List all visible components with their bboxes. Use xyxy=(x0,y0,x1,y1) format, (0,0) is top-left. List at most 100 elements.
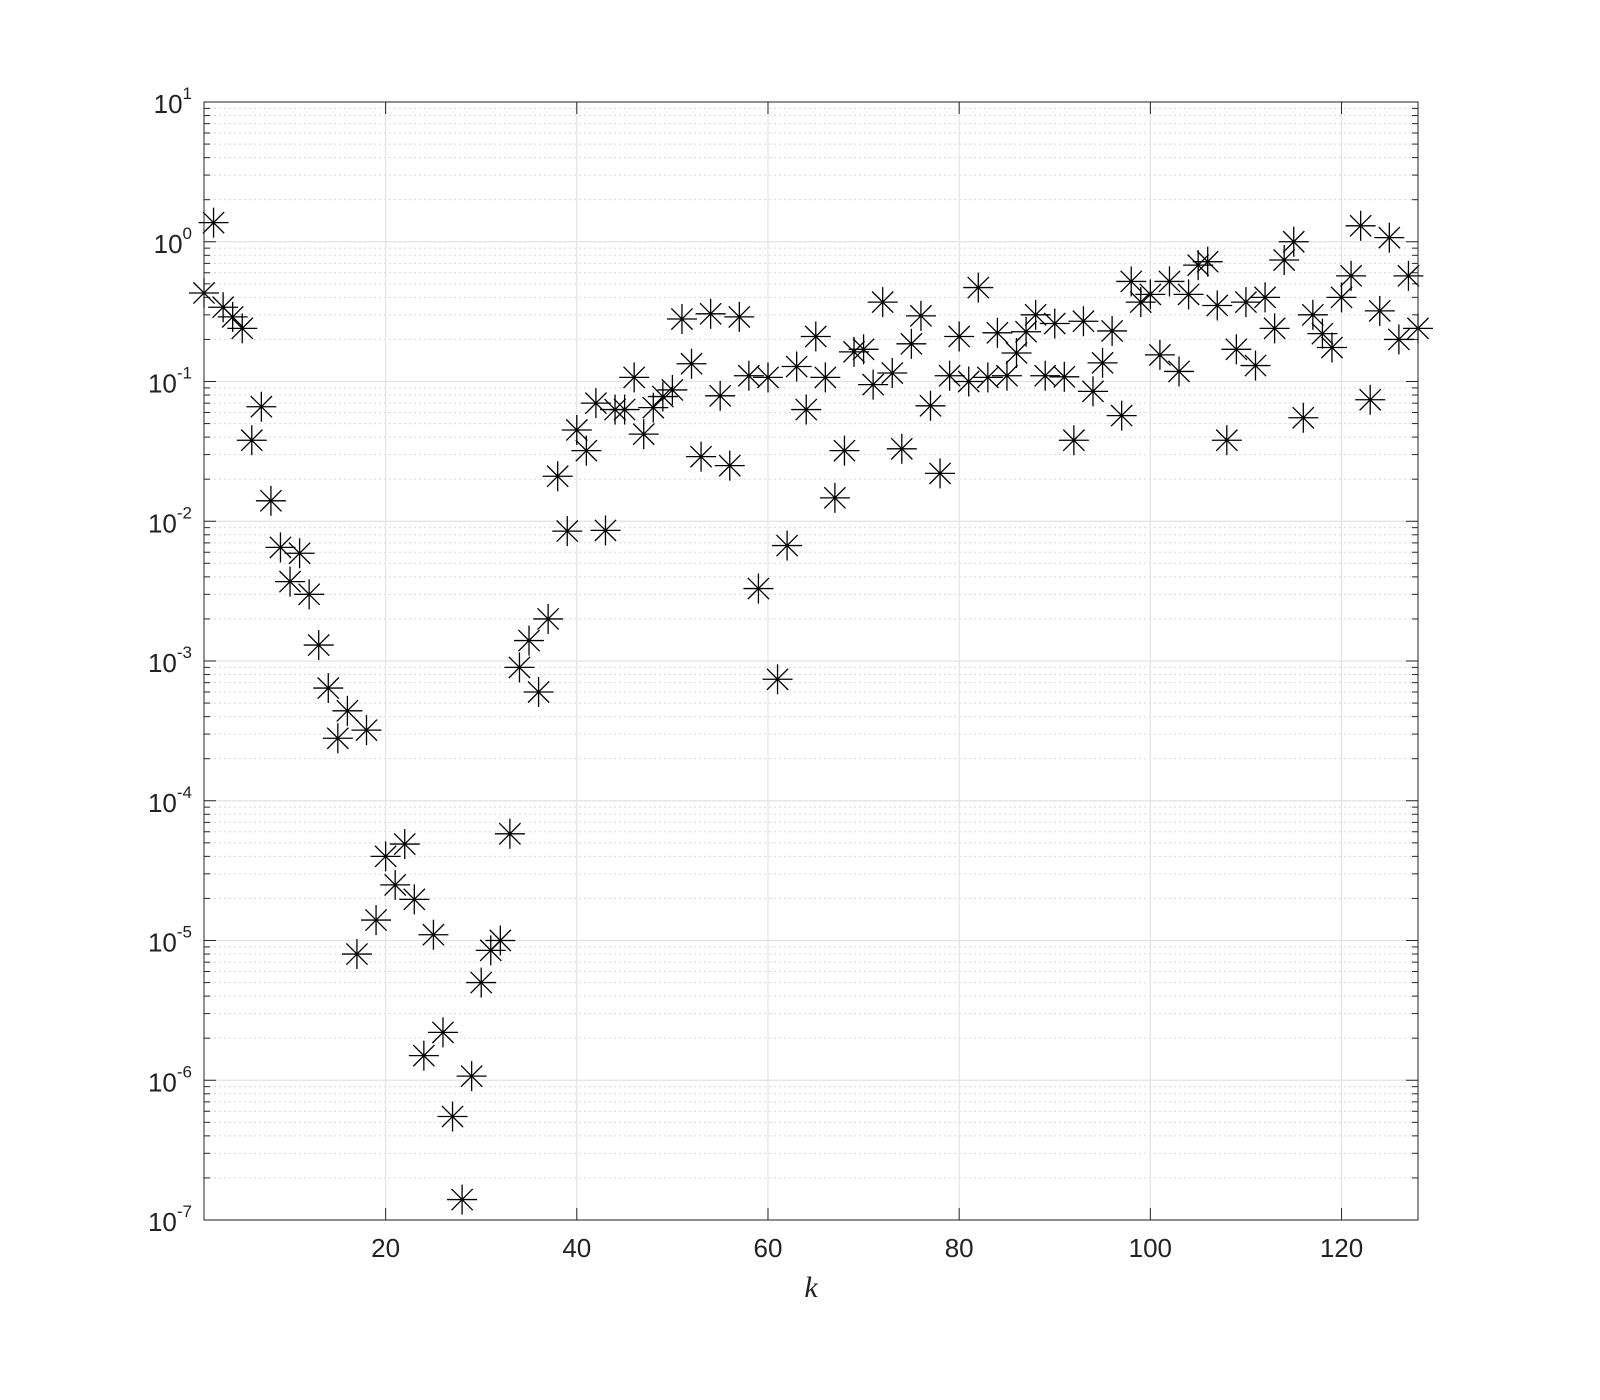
marker xyxy=(1221,334,1252,365)
marker-stroke xyxy=(1368,299,1391,322)
marker xyxy=(1250,282,1281,313)
marker xyxy=(590,515,621,546)
marker xyxy=(925,458,956,489)
y-tick-label: 100 xyxy=(154,224,192,258)
marker-stroke xyxy=(919,394,942,417)
marker-stroke xyxy=(307,634,330,657)
marker xyxy=(313,673,344,704)
marker xyxy=(236,425,267,456)
marker-stroke xyxy=(403,888,426,911)
marker xyxy=(991,360,1022,391)
marker xyxy=(733,360,764,391)
marker-stroke xyxy=(278,570,302,593)
y-tick-label: 10-5 xyxy=(148,923,192,957)
marker-stroke xyxy=(1273,248,1296,272)
marker xyxy=(542,461,573,492)
marker xyxy=(752,362,783,393)
marker-stroke xyxy=(240,429,263,452)
marker xyxy=(963,272,994,303)
marker xyxy=(533,603,564,634)
marker xyxy=(1106,400,1137,431)
marker-stroke xyxy=(1301,303,1324,326)
marker-stroke xyxy=(842,340,866,363)
marker xyxy=(839,336,870,367)
marker-stroke xyxy=(661,378,684,402)
x-axis-label: k xyxy=(804,1271,818,1304)
marker xyxy=(1316,332,1347,363)
marker-stroke xyxy=(317,677,340,700)
marker-stroke xyxy=(1340,264,1363,287)
marker xyxy=(514,625,545,656)
marker xyxy=(1307,318,1338,349)
marker xyxy=(1058,425,1089,456)
axes-box xyxy=(203,101,1419,1221)
marker xyxy=(676,348,707,379)
marker-stroke xyxy=(986,321,1009,344)
marker-stroke xyxy=(823,486,846,509)
marker xyxy=(466,967,497,998)
marker-stroke xyxy=(556,520,579,543)
marker xyxy=(275,566,306,597)
marker-stroke xyxy=(718,454,741,477)
marker-stroke xyxy=(995,364,1019,387)
marker-stroke xyxy=(1206,294,1229,317)
marker xyxy=(1097,315,1128,346)
marker-stroke xyxy=(766,668,789,691)
marker-stroke xyxy=(441,1105,464,1128)
marker xyxy=(944,321,975,352)
marker xyxy=(351,715,382,746)
marker-stroke xyxy=(699,302,722,325)
x-tick-label: 100 xyxy=(1129,1233,1172,1263)
marker-stroke xyxy=(1263,317,1286,340)
marker xyxy=(361,905,392,936)
marker-stroke xyxy=(393,832,416,856)
marker-stroke xyxy=(1187,254,1210,277)
marker xyxy=(1240,350,1271,381)
marker xyxy=(1039,308,1070,339)
marker-stroke xyxy=(709,384,732,407)
marker xyxy=(1087,347,1118,378)
marker xyxy=(370,841,401,872)
marker xyxy=(265,532,296,563)
y-tick-label: 10-3 xyxy=(148,643,192,677)
marker xyxy=(1269,245,1300,276)
marker-stroke xyxy=(1378,226,1401,249)
marker-stroke xyxy=(1320,336,1344,359)
marker xyxy=(523,677,554,708)
marker xyxy=(580,388,611,419)
marker-stroke xyxy=(1177,283,1200,306)
marker-stroke xyxy=(1359,388,1382,411)
marker xyxy=(494,818,525,849)
marker-stroke xyxy=(1043,312,1066,335)
marker xyxy=(666,304,697,335)
marker-stroke xyxy=(1148,343,1171,366)
marker-stroke xyxy=(795,398,818,421)
marker xyxy=(246,391,277,422)
marker xyxy=(953,366,984,397)
marker-stroke xyxy=(1091,351,1114,374)
marker xyxy=(1230,287,1261,318)
marker xyxy=(1297,299,1328,330)
marker-stroke xyxy=(728,305,751,328)
marker-stroke xyxy=(489,929,512,952)
marker-stroke xyxy=(1330,286,1353,309)
marker-stroke xyxy=(355,719,378,742)
y-tick-label: 10-1 xyxy=(148,364,192,398)
marker xyxy=(1183,250,1214,281)
markers xyxy=(189,207,1433,1215)
marker-stroke xyxy=(814,366,837,389)
marker xyxy=(800,321,831,352)
marker xyxy=(1144,339,1175,370)
marker-stroke xyxy=(326,727,349,750)
marker-stroke xyxy=(345,942,369,966)
marker xyxy=(781,351,812,382)
y-tick-label: 10-2 xyxy=(148,504,192,538)
marker-stroke xyxy=(594,519,617,542)
marker-stroke xyxy=(364,909,388,932)
marker xyxy=(1135,279,1166,310)
marker-stroke xyxy=(460,1065,483,1088)
marker-stroke xyxy=(1397,264,1420,287)
marker xyxy=(1202,290,1233,321)
y-tick-label: 101 xyxy=(154,84,192,118)
